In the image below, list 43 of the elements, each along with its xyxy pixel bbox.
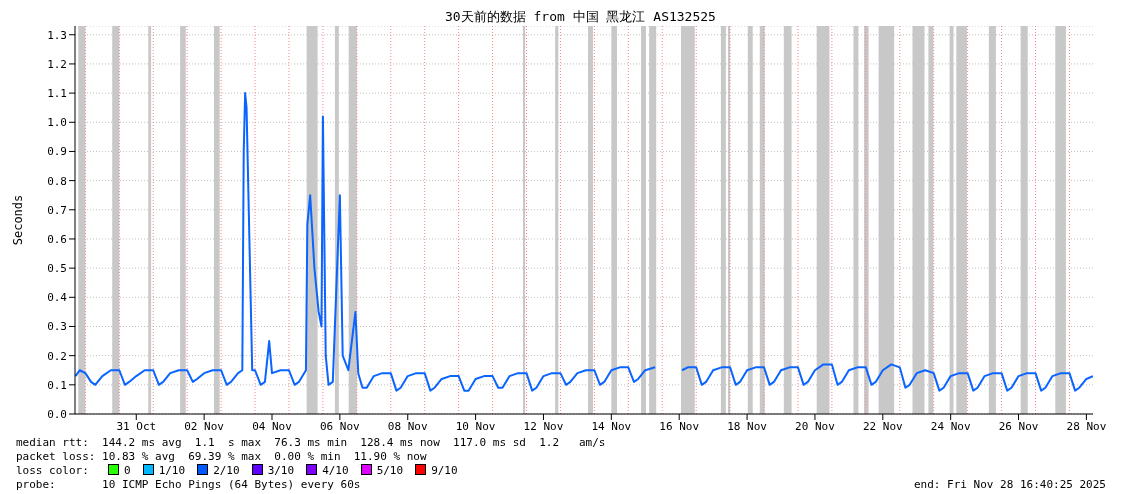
y-tick-label: 0.6 xyxy=(47,232,67,246)
y-tick-label: 0.1 xyxy=(47,378,67,392)
y-tick-label: 0.9 xyxy=(47,145,67,159)
x-tick-label: 31 Oct xyxy=(116,419,157,433)
text: end: Fri Nov 28 16:40:25 2025 xyxy=(913,478,1106,492)
y-axis-title: Seconds xyxy=(11,194,26,246)
x-tick-label: 08 Nov xyxy=(387,419,428,433)
x-tick-label: 14 Nov xyxy=(591,419,632,433)
x-tick-label: 20 Nov xyxy=(795,419,836,433)
x-tick-label: 24 Nov xyxy=(930,419,971,433)
x-tick-label: 26 Nov xyxy=(998,419,1039,433)
text: 5/10 xyxy=(375,464,404,477)
x-tick-label: 22 Nov xyxy=(862,419,904,433)
x-tick-label: 18 Nov xyxy=(727,419,768,433)
x-tick-label: 06 Nov xyxy=(319,419,361,433)
x-tick-label: 04 Nov xyxy=(252,419,293,433)
y-tick-label: 0.5 xyxy=(47,262,67,276)
text: probe: 10 ICMP Echo Pings (64 Bytes) every 60s xyxy=(16,478,361,492)
text: packet loss: 10.83 % avg 69.39 % max 0.00 % min 11.90 % now xyxy=(16,450,428,464)
x-tick-label: 16 Nov xyxy=(659,419,700,433)
x-tick-label: 02 Nov xyxy=(184,419,225,433)
text: 2/10 xyxy=(212,464,240,477)
x-tick-label: 28 Nov xyxy=(1066,419,1107,433)
x-tick-label: 12 Nov xyxy=(523,419,564,433)
y-tick-label: 0.2 xyxy=(47,349,67,363)
chart-title: 30天前的数据 from 中国 黑龙江 AS132525 xyxy=(444,8,717,26)
text: 4/10 xyxy=(321,464,349,477)
y-tick-label: 0.4 xyxy=(47,291,68,305)
y-tick-label: 1.2 xyxy=(47,57,67,71)
y-tick-label: 0.7 xyxy=(47,203,67,217)
text: loss color: xyxy=(16,464,90,478)
y-tick-label: 0.8 xyxy=(47,174,67,188)
y-tick-label: 1.0 xyxy=(47,116,67,130)
y-tick-label: 1.3 xyxy=(47,28,67,42)
y-tick-label: 0.3 xyxy=(47,320,67,334)
text: 0 xyxy=(123,464,131,477)
y-tick-label: 0.0 xyxy=(47,407,67,421)
text: median rtt: 144.2 ms avg 1.1 s max 76.3 ms min 128.4 ms now 117.0 ms sd 1.2 am/s xyxy=(16,436,607,450)
text: 1/10 xyxy=(157,464,186,477)
x-tick-label: 10 Nov xyxy=(455,419,496,433)
y-tick-label: 1.1 xyxy=(47,87,67,100)
text: 9/10 xyxy=(430,464,458,477)
text: 3/10 xyxy=(266,464,295,477)
